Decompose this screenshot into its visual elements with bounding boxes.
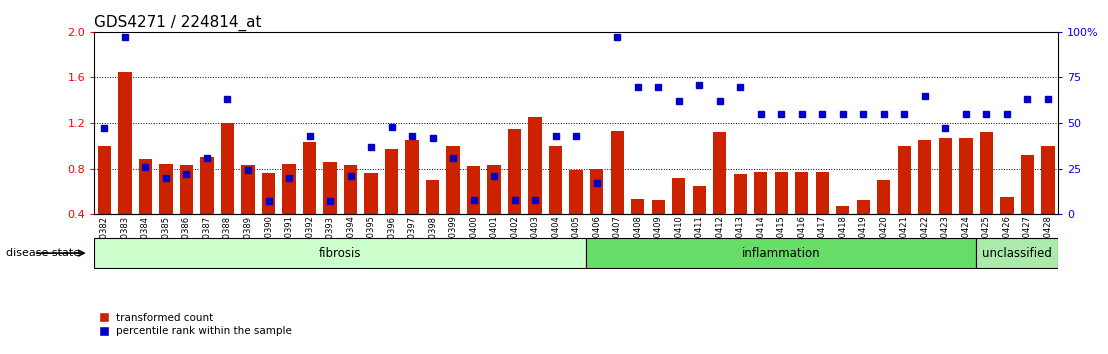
Bar: [283, 164, 296, 214]
Bar: [632, 199, 645, 214]
Bar: [1020, 155, 1034, 214]
Bar: [466, 166, 480, 214]
Bar: [673, 178, 686, 214]
Bar: [119, 72, 132, 214]
Text: GDS4271 / 224814_at: GDS4271 / 224814_at: [94, 14, 261, 30]
Bar: [774, 172, 788, 214]
Bar: [589, 169, 604, 214]
Bar: [324, 162, 337, 214]
Bar: [796, 172, 809, 214]
Bar: [570, 170, 583, 214]
Bar: [242, 165, 255, 214]
Bar: [406, 140, 419, 214]
Bar: [365, 173, 378, 214]
Bar: [220, 123, 234, 214]
Bar: [507, 129, 521, 214]
Bar: [138, 159, 152, 214]
Bar: [938, 138, 952, 214]
Bar: [529, 117, 542, 214]
Bar: [733, 174, 747, 214]
Bar: [179, 165, 193, 214]
Bar: [976, 238, 1058, 268]
Bar: [755, 172, 768, 214]
Bar: [960, 138, 973, 214]
Bar: [919, 140, 932, 214]
Bar: [261, 173, 275, 214]
Bar: [201, 157, 214, 214]
Bar: [897, 146, 911, 214]
Bar: [384, 149, 398, 214]
Bar: [1001, 197, 1014, 214]
Text: unclassified: unclassified: [982, 247, 1053, 259]
Bar: [343, 165, 357, 214]
Bar: [160, 164, 173, 214]
Bar: [302, 142, 316, 214]
Text: inflammation: inflammation: [742, 247, 821, 259]
Bar: [1042, 146, 1055, 214]
Bar: [425, 180, 439, 214]
Bar: [611, 131, 624, 214]
Text: disease state: disease state: [6, 248, 80, 258]
Bar: [692, 186, 706, 214]
Bar: [714, 132, 727, 214]
Bar: [586, 238, 976, 268]
Legend: transformed count, percentile rank within the sample: transformed count, percentile rank withi…: [100, 313, 291, 336]
Bar: [488, 165, 501, 214]
Bar: [548, 146, 563, 214]
Bar: [815, 172, 829, 214]
Bar: [878, 180, 891, 214]
Bar: [837, 206, 850, 214]
Bar: [98, 146, 111, 214]
Bar: [652, 200, 665, 214]
Bar: [94, 238, 586, 268]
Text: fibrosis: fibrosis: [319, 247, 361, 259]
Bar: [979, 132, 993, 214]
Bar: [856, 200, 870, 214]
Bar: [447, 146, 460, 214]
